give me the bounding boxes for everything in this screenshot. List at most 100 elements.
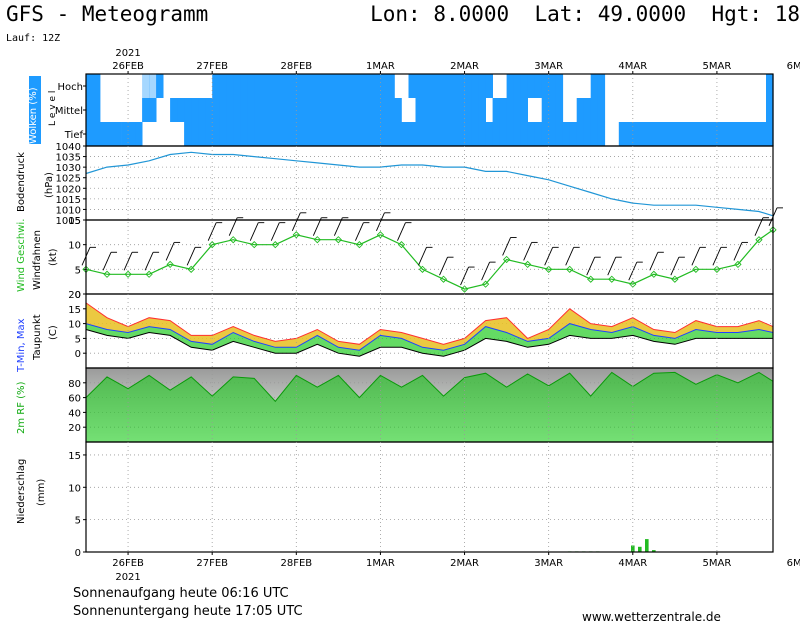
wind-barb bbox=[270, 222, 280, 241]
wind-point bbox=[397, 241, 406, 249]
cloud-cell bbox=[359, 122, 367, 146]
wind-ytick-label: 10 bbox=[68, 241, 81, 252]
location-readout: Lon: 8.0000 Lat: 49.0000 Hgt: 18 bbox=[370, 2, 800, 26]
bottom-date-label: 4MAR bbox=[618, 558, 647, 569]
cloud-cell bbox=[261, 122, 269, 146]
cloud-cell bbox=[597, 74, 606, 98]
pressure-ytick-label: 1025 bbox=[56, 174, 81, 185]
cloud-cell bbox=[247, 122, 255, 146]
cloud-cell bbox=[723, 122, 732, 146]
cloud-cell bbox=[618, 122, 627, 146]
cloud-cell bbox=[478, 122, 486, 146]
pressure-ylabel2: (hPa) bbox=[44, 172, 55, 198]
cloud-cell bbox=[352, 122, 360, 146]
cloud-cell bbox=[766, 74, 774, 98]
cloud-cell bbox=[275, 74, 283, 98]
wind-point bbox=[355, 241, 364, 249]
cloud-cell bbox=[380, 122, 388, 146]
cloud-cell bbox=[261, 74, 269, 98]
cloud-cell bbox=[408, 74, 416, 98]
cloud-cell bbox=[303, 74, 311, 98]
cloud-cell bbox=[506, 74, 514, 98]
cloud-cell bbox=[212, 122, 220, 146]
cloud-cell bbox=[499, 98, 507, 122]
cloud-cell bbox=[338, 122, 346, 146]
cloud-cell bbox=[492, 122, 500, 146]
top-date-label: 4MAR bbox=[618, 61, 647, 72]
cloud-cell bbox=[639, 122, 648, 146]
temp-dewpoint-line bbox=[85, 329, 773, 357]
cloud-cell bbox=[443, 98, 451, 122]
cloud-cell bbox=[359, 74, 367, 98]
cloud-cell bbox=[338, 74, 346, 98]
cloud-cell bbox=[555, 122, 564, 146]
cloud-cell bbox=[86, 98, 94, 122]
wind-barb bbox=[123, 252, 133, 271]
cloud-cell bbox=[212, 98, 220, 122]
cloud-cell bbox=[450, 122, 458, 146]
cloud-cell bbox=[254, 74, 262, 98]
wind-ylabel2: Windfahnen bbox=[32, 230, 43, 290]
cloud-cell bbox=[359, 98, 367, 122]
cloud-cell bbox=[331, 122, 339, 146]
precip-bar bbox=[638, 546, 642, 552]
source-link[interactable]: www.wetterzentrale.de bbox=[582, 610, 721, 624]
cloud-cell bbox=[436, 98, 444, 122]
cloud-cell bbox=[478, 98, 486, 122]
cloud-cell bbox=[569, 122, 578, 146]
cloud-ylabel: Wolken (%) bbox=[28, 87, 39, 144]
cloud-cell bbox=[191, 98, 199, 122]
wind-point bbox=[692, 265, 700, 273]
pressure-ytick-label: 1040 bbox=[56, 142, 81, 153]
cloud-cell bbox=[766, 122, 774, 146]
temperature-ytick-label: 20 bbox=[68, 290, 81, 301]
cloud-cell bbox=[282, 74, 290, 98]
cloud-cell bbox=[702, 122, 711, 146]
precip-ytick-label: 10 bbox=[68, 483, 81, 494]
cloud-cell bbox=[303, 122, 311, 146]
cloud-cell bbox=[548, 74, 557, 98]
wind-barb bbox=[691, 247, 701, 266]
top-date-label: 6MAR bbox=[787, 61, 800, 72]
wind-point bbox=[145, 270, 153, 278]
cloud-cell bbox=[527, 74, 535, 98]
cloud-cell bbox=[219, 98, 227, 122]
cloud-cell bbox=[506, 98, 514, 122]
wind-point bbox=[650, 270, 658, 278]
wind-barb bbox=[649, 252, 659, 271]
bottom-date-label: 6MAR bbox=[787, 558, 800, 569]
cloud-cell bbox=[415, 122, 423, 146]
cloud-cell bbox=[541, 122, 550, 146]
wind-point bbox=[713, 265, 721, 273]
cloud-cell bbox=[275, 122, 283, 146]
wind-point bbox=[439, 275, 448, 283]
cloud-cell bbox=[268, 122, 276, 146]
cloud-cell bbox=[247, 98, 255, 122]
cloud-cell bbox=[240, 122, 248, 146]
cloud-cell bbox=[310, 122, 318, 146]
cloud-cell bbox=[653, 122, 662, 146]
wind-barb bbox=[312, 217, 322, 236]
cloud-cell bbox=[766, 98, 774, 122]
precip-ylabel2: (mm) bbox=[36, 479, 47, 506]
temp-ylabel: T-Min, Max bbox=[16, 318, 27, 373]
bottom-date-label: 28FEB bbox=[280, 558, 312, 569]
cloud-cell bbox=[415, 74, 423, 98]
cloud-cell bbox=[590, 122, 599, 146]
bottom-date-label: 3MAR bbox=[534, 558, 563, 569]
cloud-cell bbox=[198, 98, 206, 122]
precip-ytick-label: 0 bbox=[75, 548, 81, 559]
humidity-ytick-label: 80 bbox=[68, 379, 81, 390]
top-date-label: 28FEB bbox=[280, 61, 312, 72]
cloud-cell bbox=[310, 98, 318, 122]
cloud-cell bbox=[485, 74, 493, 98]
cloud-level-label: Tief bbox=[64, 130, 84, 141]
wind-barb bbox=[502, 237, 512, 256]
temp-max-line bbox=[85, 302, 774, 345]
cloud-cell bbox=[387, 98, 395, 122]
cloud-cell bbox=[317, 122, 325, 146]
cloud-cell bbox=[338, 98, 346, 122]
wind-barb bbox=[291, 212, 301, 231]
cloud-cell bbox=[422, 74, 430, 98]
cloud-cell bbox=[233, 98, 241, 122]
